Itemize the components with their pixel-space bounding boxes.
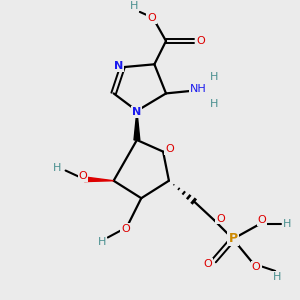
Text: H: H xyxy=(272,272,281,282)
Text: O: O xyxy=(252,262,261,272)
Text: N: N xyxy=(114,61,124,71)
Text: O: O xyxy=(165,144,174,154)
Text: P: P xyxy=(228,232,238,245)
Text: H: H xyxy=(53,163,62,172)
Polygon shape xyxy=(134,111,140,140)
Text: O: O xyxy=(147,13,156,23)
Text: H: H xyxy=(130,1,138,11)
Text: H: H xyxy=(98,237,106,247)
Text: O: O xyxy=(196,36,205,46)
Text: H: H xyxy=(210,72,218,82)
Text: O: O xyxy=(121,224,130,234)
Text: N: N xyxy=(132,107,141,117)
Text: H: H xyxy=(283,219,291,230)
Text: H: H xyxy=(210,99,218,109)
Text: O: O xyxy=(204,259,213,269)
Text: O: O xyxy=(258,215,266,225)
Text: O: O xyxy=(79,171,87,182)
Text: NH: NH xyxy=(190,84,206,94)
Polygon shape xyxy=(84,177,114,182)
Text: O: O xyxy=(216,214,225,224)
